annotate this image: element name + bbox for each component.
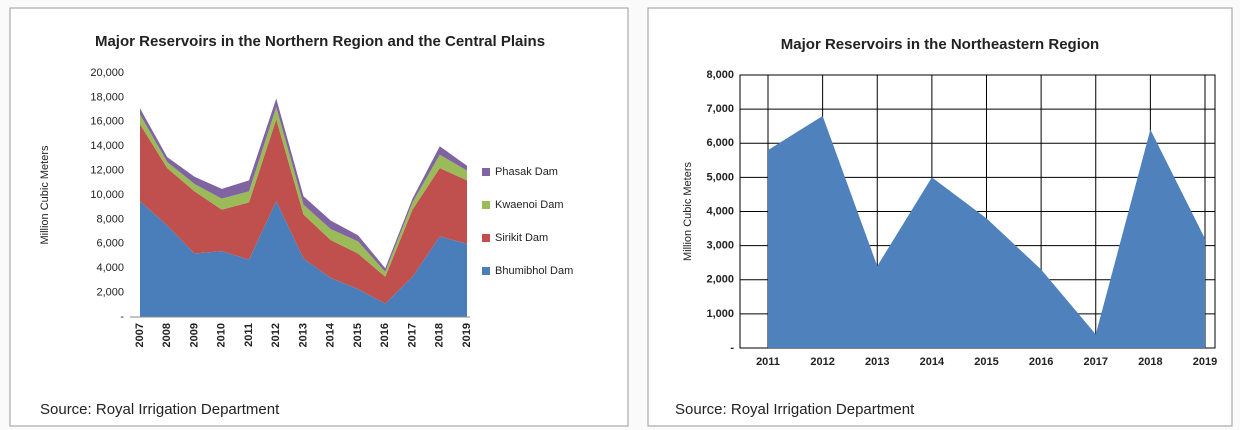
x-tick-label: 2013 bbox=[297, 323, 309, 347]
y-tick-label: 14,000 bbox=[90, 140, 124, 152]
y-tick-label: 10,000 bbox=[90, 189, 124, 201]
x-tick-label: 2014 bbox=[920, 356, 945, 368]
chart-title: Major Reservoirs in the Northern Region … bbox=[95, 33, 545, 50]
x-tick-label: 2009 bbox=[188, 323, 200, 347]
x-tick-label: 2008 bbox=[161, 323, 173, 347]
y-tick-label: - bbox=[730, 342, 734, 354]
legend-label: Phasak Dam bbox=[495, 166, 558, 178]
x-tick-label: 2007 bbox=[134, 323, 146, 347]
y-axis-label: Million Cubic Meters bbox=[39, 145, 51, 245]
x-tick-label: 2019 bbox=[461, 323, 473, 347]
legend-swatch bbox=[482, 234, 490, 242]
y-tick-label: 4,000 bbox=[706, 205, 734, 217]
y-tick-label: 5,000 bbox=[706, 171, 734, 183]
legend-label: Sirikit Dam bbox=[495, 232, 548, 244]
legend-label: Kwaenoi Dam bbox=[495, 199, 563, 211]
y-tick-label: 18,000 bbox=[90, 91, 124, 103]
y-tick-label: 12,000 bbox=[90, 165, 124, 177]
source-note: Source: Royal Irrigation Department bbox=[675, 401, 915, 418]
legend-swatch bbox=[482, 267, 490, 275]
x-tick-label: 2012 bbox=[270, 323, 282, 347]
y-tick-label: 8,000 bbox=[96, 213, 124, 225]
x-tick-label: 2015 bbox=[352, 323, 364, 347]
legend-label: Bhumibhol Dam bbox=[495, 265, 573, 277]
area bbox=[140, 119, 467, 304]
y-tick-label: 2,000 bbox=[96, 287, 124, 299]
y-tick-label: - bbox=[120, 311, 124, 323]
y-tick-label: 4,000 bbox=[96, 262, 124, 274]
x-tick-label: 2018 bbox=[1138, 356, 1162, 368]
y-tick-label: 2,000 bbox=[706, 274, 734, 286]
x-tick-label: 2019 bbox=[1193, 356, 1217, 368]
y-axis-label: Million Cubic Meters bbox=[682, 161, 694, 261]
y-tick-label: 7,000 bbox=[706, 103, 734, 115]
y-tick-label: 3,000 bbox=[706, 240, 734, 252]
area bbox=[140, 107, 467, 277]
x-tick-label: 2018 bbox=[434, 323, 446, 347]
legend-swatch bbox=[482, 201, 490, 209]
x-tick-label: 2015 bbox=[974, 356, 998, 368]
area bbox=[140, 98, 467, 272]
x-tick-label: 2014 bbox=[325, 322, 337, 347]
x-tick-label: 2016 bbox=[379, 323, 391, 347]
x-tick-label: 2010 bbox=[216, 323, 228, 347]
y-tick-label: 20,000 bbox=[90, 67, 124, 79]
x-tick-label: 2017 bbox=[406, 323, 418, 347]
y-tick-label: 1,000 bbox=[706, 308, 734, 320]
x-tick-label: 2016 bbox=[1029, 356, 1053, 368]
source-note: Source: Royal Irrigation Department bbox=[40, 401, 280, 418]
y-tick-label: 6,000 bbox=[706, 137, 734, 149]
x-tick-label: 2017 bbox=[1084, 356, 1108, 368]
x-tick-label: 2011 bbox=[243, 323, 255, 347]
y-tick-label: 8,000 bbox=[706, 69, 734, 81]
area bbox=[768, 115, 1205, 348]
legend-swatch bbox=[482, 168, 490, 176]
x-tick-label: 2013 bbox=[865, 356, 889, 368]
chart-title: Major Reservoirs in the Northeastern Reg… bbox=[781, 36, 1099, 53]
y-tick-label: 6,000 bbox=[96, 238, 124, 250]
x-tick-label: 2012 bbox=[810, 356, 834, 368]
y-tick-label: 16,000 bbox=[90, 116, 124, 128]
x-tick-label: 2011 bbox=[756, 356, 780, 368]
area bbox=[140, 201, 467, 317]
